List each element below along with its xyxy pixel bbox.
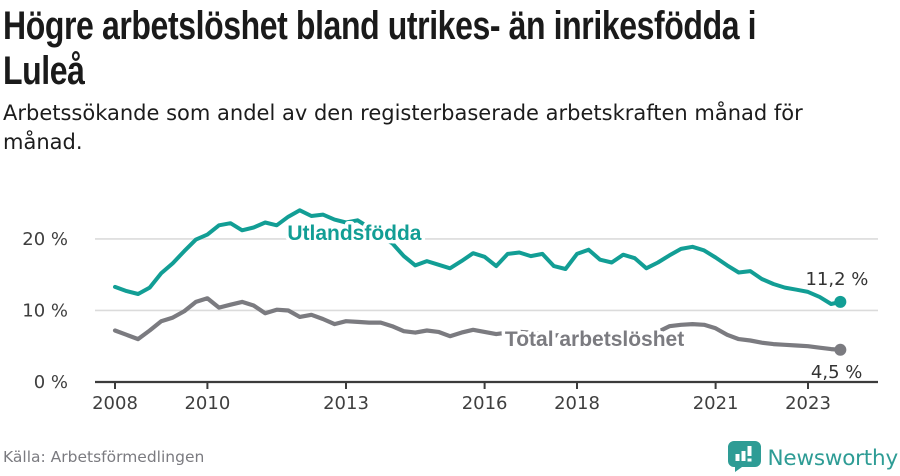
series-line-total-arbetsl-shet (112, 296, 843, 352)
x-tick-label: 2008 (92, 393, 138, 414)
series-label: Utlandsfödda (287, 222, 421, 245)
chart-subtitle-line2: månad. (3, 130, 83, 154)
x-tick-label: 2013 (323, 393, 369, 414)
x-tick-label: 2010 (184, 393, 230, 414)
chart-subtitle: Arbetssökande som andel av den registerb… (3, 99, 803, 157)
y-tick-label: 0 % (34, 372, 68, 393)
x-tick-label: 2021 (693, 393, 739, 414)
series-end-dot (834, 295, 847, 308)
series-end-value-label: 4,5 % (811, 362, 862, 383)
page-title: Högre arbetslöshet bland utrikes- än inr… (3, 4, 900, 94)
y-tick-label: 10 % (22, 300, 68, 321)
chart-subtitle-line1: Arbetssökande som andel av den registerb… (3, 101, 803, 125)
series-line-utlandsf-dda (113, 208, 843, 306)
y-tick-label: 20 % (22, 229, 68, 250)
newsworthy-brand: Newsworthy (727, 441, 899, 476)
newsworthy-logo-icon (727, 441, 761, 476)
series-label: Total arbetslöshet (505, 328, 684, 351)
page-title-line2: Luleå (3, 49, 85, 93)
x-tick-label: 2018 (554, 393, 600, 414)
newsworthy-brand-name: Newsworthy (767, 446, 899, 471)
series-end-value-label: 11,2 % (805, 269, 868, 290)
x-tick-label: 2023 (785, 393, 831, 414)
page-title-line1: Högre arbetslöshet bland utrikes- än inr… (3, 4, 757, 48)
series-end-dot (834, 343, 847, 356)
x-tick-label: 2016 (462, 393, 508, 414)
source-note: Källa: Arbetsförmedlingen (3, 448, 205, 466)
